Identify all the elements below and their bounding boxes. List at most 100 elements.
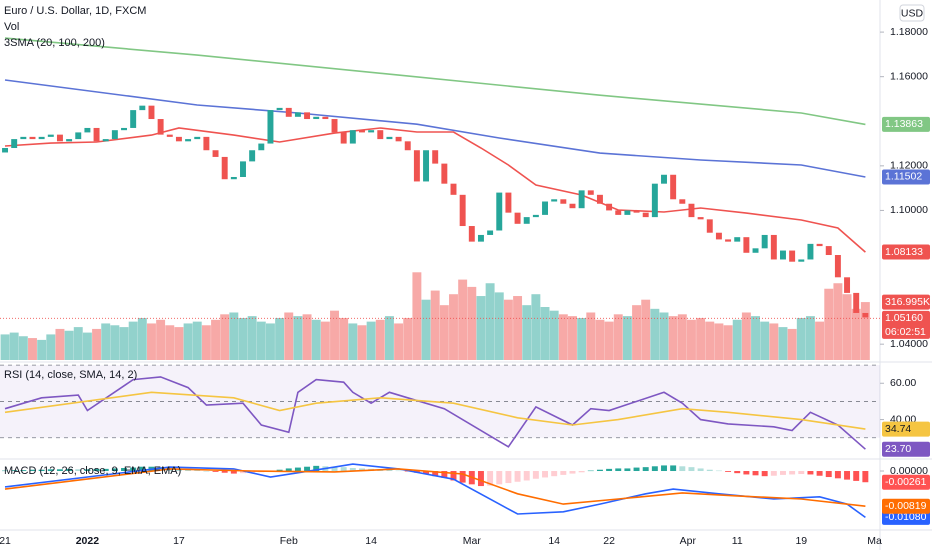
candle-body (84, 127, 91, 133)
macd-histogram-bar (670, 465, 677, 472)
volume-bar (28, 338, 37, 360)
volume-bar (577, 317, 587, 360)
volume-bar (686, 319, 696, 360)
macd-histogram-bar (551, 471, 558, 477)
macd-legend[interactable]: MACD (12, 26, close, 9, EMA, EMA) (4, 465, 181, 477)
x-tick-label: Ma (867, 535, 882, 547)
volume-bar (183, 323, 193, 360)
macd-histogram-bar (102, 468, 109, 472)
volume-bar (9, 332, 19, 360)
macd-histogram-bar (715, 470, 722, 472)
y-tick-label: 1.18000 (890, 26, 928, 38)
macd-histogram-bar (688, 467, 695, 472)
macd-histogram-bar (789, 471, 796, 475)
candle-body (395, 136, 402, 142)
y-tick-label: 1.04000 (890, 338, 928, 350)
price-tag (882, 474, 930, 490)
candle-body (569, 203, 576, 209)
macd-histogram-bar (304, 466, 311, 472)
price-tag (882, 244, 930, 260)
candle-body (770, 234, 777, 260)
candle-body (285, 107, 292, 117)
volume-bar (110, 325, 120, 360)
price-tag-label: 1.08133 (885, 246, 923, 258)
volume-bar (769, 323, 779, 360)
volume-bar (211, 319, 220, 360)
candle-body (130, 110, 137, 128)
macd-histogram-bar (395, 470, 402, 472)
rsi-legend[interactable]: RSI (14, close, SMA, 14, 2) (4, 369, 137, 381)
indicator-line (4, 463, 866, 519)
candle-body (29, 136, 36, 140)
macd-histogram-bar (11, 470, 18, 472)
macd-histogram-bar (75, 469, 82, 472)
volume-bar (18, 336, 28, 360)
macd-histogram-bar (240, 471, 246, 474)
candle-body (752, 248, 759, 253)
candle-body (267, 110, 274, 144)
candle-body (450, 183, 457, 195)
volume-bar (449, 294, 458, 360)
macd-histogram-bar (642, 467, 649, 472)
price-tag-label: 1.05160 (885, 312, 923, 324)
volume-bar (787, 328, 797, 360)
macd-histogram-bar (761, 471, 768, 477)
volume-bar (403, 317, 413, 360)
y-tick-label: 60.00 (890, 377, 916, 389)
volume-bar (613, 314, 623, 360)
macd-histogram-bar (606, 468, 613, 472)
candle-body (441, 163, 448, 184)
volume-bar (357, 325, 367, 360)
volume-bar (824, 288, 834, 360)
sma-legend[interactable]: 3SMA (20, 100, 200) (4, 37, 105, 49)
x-tick-label: Apr (680, 535, 697, 547)
macd-histogram-bar (725, 471, 732, 472)
candle-body (121, 127, 127, 131)
volume-bar (73, 327, 83, 360)
volume-bar (421, 299, 431, 360)
candle-body (230, 176, 237, 180)
price-tag (882, 310, 930, 339)
candle-body (816, 243, 823, 247)
symbol-title[interactable]: Euro / U.S. Dollar, 1D, FXCM (4, 5, 146, 17)
macd-histogram-bar (825, 471, 832, 478)
candle-body (349, 130, 356, 144)
indicator-line (4, 391, 866, 430)
volume-bar (430, 290, 440, 360)
x-tick-label: 2022 (76, 535, 100, 547)
candle-body (185, 139, 192, 142)
volume-bar (778, 327, 788, 360)
macd-histogram-bar (203, 471, 210, 472)
candle-body (514, 212, 521, 224)
macd-histogram-bar (496, 471, 503, 485)
candle-body (75, 132, 82, 140)
volume-bar (256, 321, 266, 360)
candle-body (221, 156, 228, 180)
indicator-line (4, 376, 866, 450)
price-tag (882, 116, 930, 132)
x-tick-label: 19 (795, 535, 807, 547)
volume-bar (558, 314, 568, 360)
volume-bar (101, 323, 111, 360)
candle-body (166, 134, 173, 137)
x-tick-label: 22 (603, 535, 615, 547)
macd-histogram-bar (560, 471, 567, 475)
volume-bar (595, 319, 605, 360)
candle-body (313, 116, 320, 120)
candle-body (404, 141, 411, 151)
volume-legend[interactable]: Vol (4, 21, 19, 33)
candle-body (670, 174, 677, 200)
macd-histogram-bar (340, 467, 347, 472)
candle-body (468, 226, 475, 242)
candle-body (615, 210, 622, 215)
candle-body (624, 210, 631, 215)
volume-bar (641, 299, 651, 360)
volume-bar (632, 305, 642, 360)
candle-body (688, 203, 695, 218)
price-tag-label: -0.01080 (885, 511, 927, 523)
candle-body (322, 116, 329, 120)
candle-body (651, 183, 658, 218)
volume-bar (137, 317, 147, 360)
currency-button[interactable] (899, 4, 925, 22)
indicator-line (4, 37, 866, 126)
